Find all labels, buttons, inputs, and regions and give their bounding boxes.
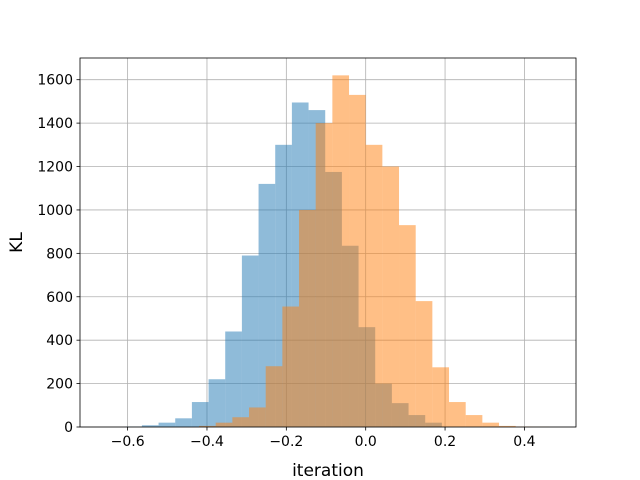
histogram-bar-series-1 (208, 379, 226, 427)
histogram-bar-series-1 (158, 422, 176, 427)
histogram-bar-series-2 (232, 417, 250, 427)
x-tick-label: −0.6 (111, 434, 145, 450)
histogram-bar-series-2 (465, 415, 483, 427)
histogram-bar-series-2 (449, 402, 466, 427)
y-tick-label: 800 (46, 246, 73, 262)
x-tick-label: 0.0 (355, 434, 377, 450)
histogram-bar-series-2 (432, 367, 450, 427)
histogram-bar-series-2 (249, 407, 266, 427)
histogram-bar-series-2 (349, 94, 366, 428)
histogram-bar-series-2 (215, 422, 233, 427)
histogram-bars (125, 75, 550, 428)
y-tick-label: 200 (46, 377, 73, 393)
histogram-bar-series-1 (225, 331, 242, 427)
y-ticks: 0 200 400 600 800 1000 1200 1400 1600 (37, 73, 80, 436)
histogram-bar-series-2 (499, 425, 516, 427)
y-tick-label: 1000 (37, 203, 73, 219)
histogram-bar-series-2 (382, 166, 400, 427)
y-tick-label: 1600 (37, 73, 73, 89)
histogram-bar-series-2 (415, 301, 433, 427)
histogram-bar-series-2 (299, 209, 316, 427)
histogram-bar-series-2 (482, 422, 500, 427)
histogram-bar-series-2 (399, 225, 416, 427)
histogram-bar-series-2 (365, 144, 383, 427)
y-axis-title: KL (7, 232, 27, 253)
histogram-bar-series-2 (199, 425, 216, 427)
histogram-bar-series-2 (265, 366, 283, 427)
y-tick-label: 400 (46, 333, 73, 349)
x-ticks: −0.6 −0.4 −0.2 0.0 0.2 0.4 (111, 427, 536, 450)
x-tick-label: 0.4 (513, 434, 535, 450)
plot-frame (79, 57, 577, 428)
histogram-bar-series-1 (175, 418, 192, 427)
y-tick-label: 600 (46, 290, 73, 306)
histogram-bar-series-2 (315, 123, 333, 427)
x-axis-title: iteration (292, 461, 364, 480)
histogram-bar-series-1 (141, 425, 159, 427)
y-tick-label: 1400 (37, 116, 73, 132)
y-tick-label: 0 (64, 420, 73, 436)
x-tick-label: −0.4 (190, 434, 224, 450)
y-tick-label: 1200 (37, 160, 73, 176)
x-tick-label: −0.2 (269, 434, 303, 450)
histogram-bar-series-2 (282, 306, 300, 427)
x-tick-label: 0.2 (434, 434, 456, 450)
histogram-bar-series-2 (332, 75, 350, 427)
histogram-bar-series-1 (191, 402, 209, 427)
histogram-bar-series-1 (241, 255, 259, 427)
